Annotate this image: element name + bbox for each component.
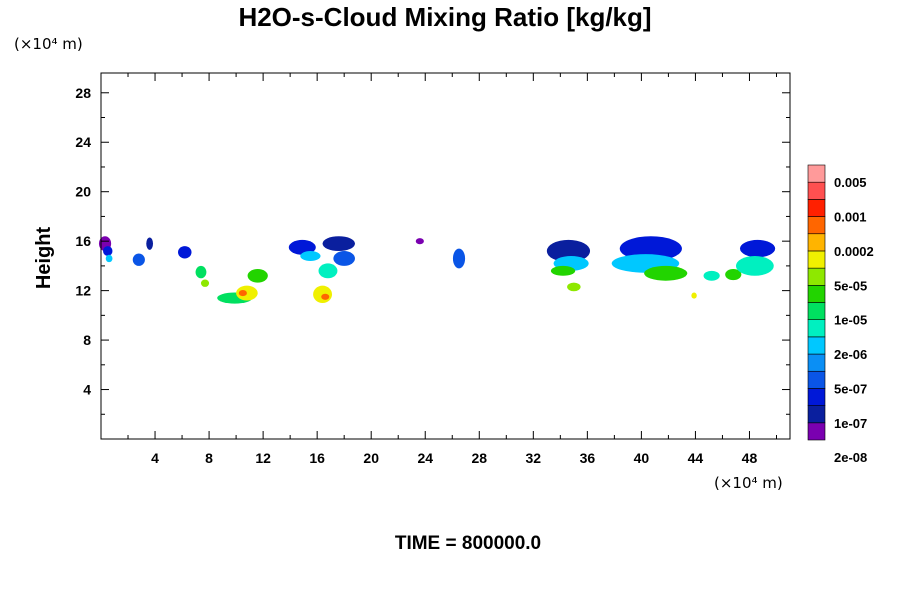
- y-tick-label: 4: [83, 382, 91, 398]
- contour-cell-23: [550, 265, 576, 276]
- colorbar-swatch-7: [807, 302, 826, 320]
- contour-cell-24: [567, 282, 581, 292]
- colorbar-swatch-15: [807, 164, 826, 183]
- colorbar-swatch-1: [807, 405, 826, 424]
- colorbar-swatch-3: [807, 370, 826, 389]
- colorbar-label: 0.0002: [834, 244, 874, 259]
- colorbar: 0.005 0.001 0.0002 5e-05 1e-05 2e-06 5e-07 1e-0…: [807, 164, 874, 465]
- contour-cell-6: [195, 265, 207, 279]
- contour-cell-14: [313, 285, 333, 303]
- y-tick-label: 20: [75, 184, 91, 200]
- x-axis-unit: (×10⁴ m): [714, 474, 783, 492]
- contour-cell-9: [236, 285, 258, 301]
- contour-cell-10: [247, 268, 268, 283]
- x-tick-label: 16: [309, 450, 325, 466]
- contour-cell-29: [725, 268, 742, 281]
- colorbar-swatch-5: [807, 336, 826, 355]
- x-tick-label: 48: [742, 450, 758, 466]
- colorbar-swatch-4: [807, 353, 826, 372]
- contour-cell-20: [452, 248, 466, 269]
- colorbar-label: 0.005: [834, 175, 867, 190]
- contour-cell-21: [546, 239, 591, 263]
- x-tick-label: 36: [580, 450, 596, 466]
- contour-cell-7: [200, 279, 210, 287]
- x-tick-label: 44: [688, 450, 704, 466]
- contour-cell-12: [288, 239, 316, 255]
- x-tick-label: 20: [363, 450, 379, 466]
- contour-cell-3: [132, 253, 145, 266]
- contour-cell-16: [322, 236, 355, 252]
- colorbar-swatch-14: [807, 181, 826, 200]
- y-axis-label: Height: [33, 227, 55, 290]
- colorbar-swatch-6: [807, 319, 826, 338]
- x-tick-label: 32: [526, 450, 542, 466]
- colorbar-label: 2e-06: [834, 347, 867, 362]
- colorbar-label: 2e-08: [834, 450, 867, 465]
- x-tick-label: 40: [634, 450, 650, 466]
- contour-cell-30: [740, 239, 776, 258]
- x-tick-label: 28: [471, 450, 487, 466]
- contour-cell-27: [644, 265, 688, 281]
- colorbar-swatch-0: [807, 422, 826, 441]
- colorbar-label: 0.001: [834, 210, 867, 225]
- colorbar-swatch-10: [807, 250, 826, 269]
- contour-cell-11: [238, 290, 247, 297]
- contour-fill-layer: [98, 236, 776, 304]
- y-tick-label: 28: [75, 85, 91, 101]
- contour-cell-15: [321, 293, 330, 300]
- colorbar-label: 1e-05: [834, 313, 867, 328]
- colorbar-label: 5e-05: [834, 278, 867, 293]
- time-label: TIME = 800000.0: [395, 533, 541, 554]
- colorbar-swatch-12: [807, 216, 826, 235]
- colorbar-swatch-9: [807, 267, 826, 286]
- colorbar-swatch-11: [807, 233, 826, 252]
- contour-cell-28: [703, 270, 720, 281]
- contour-cell-13: [300, 251, 321, 261]
- contour-cell-1: [103, 246, 113, 256]
- x-tick-label: 24: [417, 450, 433, 466]
- chart-title: H2O-s-Cloud Mixing Ratio [kg/kg]: [238, 2, 651, 32]
- plot-frame: [100, 72, 791, 440]
- contour-cell-17: [333, 251, 355, 266]
- contour-cell-31: [735, 256, 774, 276]
- colorbar-swatch-8: [807, 285, 826, 303]
- contour-cell-32: [691, 292, 697, 299]
- colorbar-swatch-2: [807, 388, 826, 406]
- x-tick-label: 4: [151, 450, 159, 466]
- colorbar-swatch-13: [807, 199, 826, 217]
- y-tick-label: 8: [83, 332, 91, 348]
- x-tick-label: 8: [205, 450, 213, 466]
- contour-cell-19: [415, 238, 424, 245]
- y-tick-label: 16: [75, 233, 91, 249]
- y-axis-unit: (×10⁴ m): [14, 35, 83, 53]
- contour-cell-2: [105, 254, 113, 263]
- contour-cell-18: [318, 263, 338, 279]
- y-tick-label: 24: [75, 134, 91, 150]
- y-tick-label: 12: [75, 283, 91, 299]
- contour-cell-4: [146, 237, 154, 250]
- colorbar-label: 1e-07: [834, 416, 867, 431]
- contour-cell-5: [178, 246, 192, 259]
- colorbar-label: 5e-07: [834, 381, 867, 396]
- x-tick-label: 12: [255, 450, 271, 466]
